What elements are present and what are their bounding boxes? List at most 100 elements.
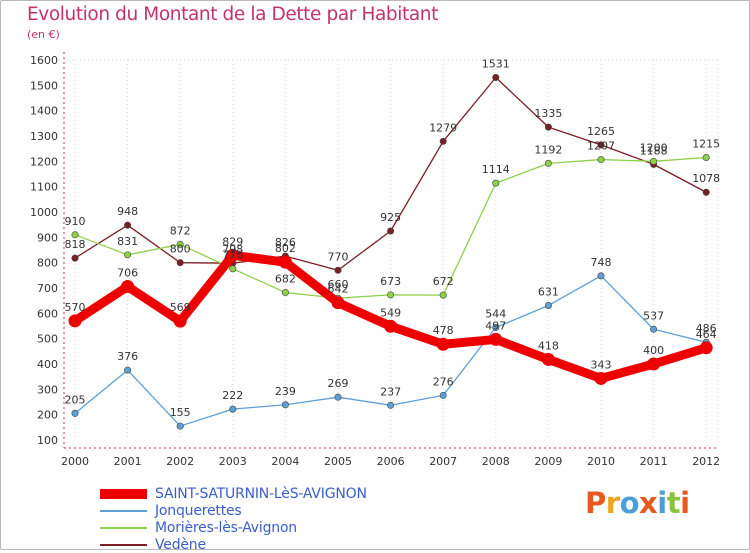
- data-label: 269: [328, 377, 349, 390]
- series-line: [74, 76, 707, 271]
- legend-swatch: [100, 543, 147, 546]
- data-point: [544, 123, 552, 131]
- y-tick-label: 800: [37, 257, 58, 270]
- data-label: 829: [222, 235, 243, 248]
- data-point: [124, 366, 132, 374]
- data-label: 376: [117, 350, 138, 363]
- data-label: 1531: [482, 57, 510, 70]
- data-point: [544, 301, 552, 309]
- data-point: [229, 405, 237, 413]
- data-point: [594, 371, 608, 385]
- data-label: 910: [65, 215, 86, 228]
- data-label: 1188: [640, 144, 668, 157]
- data-point: [387, 227, 395, 235]
- data-label: 642: [328, 283, 349, 296]
- x-tick-label: 2009: [534, 455, 562, 468]
- data-point: [71, 231, 79, 239]
- data-label: 631: [538, 285, 559, 298]
- data-point: [541, 352, 555, 366]
- data-point: [176, 422, 184, 430]
- brand-letter: P: [585, 486, 606, 520]
- brand-letter: r: [605, 486, 620, 520]
- axes: 1002003004005006007008009001000110012001…: [30, 52, 720, 468]
- data-point: [331, 296, 345, 310]
- data-label: 569: [170, 301, 191, 314]
- data-label: 1200: [640, 141, 668, 154]
- data-point: [278, 255, 292, 269]
- data-label: 1279: [429, 121, 457, 134]
- chart-subtitle: (en €): [27, 28, 60, 41]
- y-tick-label: 1200: [30, 155, 58, 168]
- data-label: 948: [117, 205, 138, 218]
- legend-label: SAINT-SATURNIN-LèS-AVIGNON: [155, 485, 367, 502]
- series-lines: [68, 73, 713, 430]
- data-label: 673: [380, 275, 401, 288]
- data-point: [436, 337, 450, 351]
- data-label: 486: [696, 322, 717, 335]
- x-tick-label: 2003: [219, 455, 247, 468]
- data-label: 155: [170, 406, 191, 419]
- y-tick-label: 600: [37, 307, 58, 320]
- legend-label: Vedène: [155, 536, 206, 553]
- data-label: 464: [696, 328, 717, 341]
- brand-logo: Proxiti: [585, 486, 690, 520]
- y-tick-label: 300: [37, 383, 58, 396]
- data-label: 1335: [534, 107, 562, 120]
- data-point: [650, 325, 658, 333]
- data-label: 1078: [692, 172, 720, 185]
- data-label: 800: [170, 243, 191, 256]
- legend-item: SAINT-SATURNIN-LèS-AVIGNON: [100, 485, 367, 502]
- data-point: [384, 319, 398, 333]
- data-label: 222: [222, 389, 243, 402]
- y-tick-label: 700: [37, 282, 58, 295]
- data-label: 478: [433, 324, 454, 337]
- data-label: 537: [643, 309, 664, 322]
- data-label: 672: [433, 275, 454, 288]
- data-point: [439, 291, 447, 299]
- data-label: 400: [643, 344, 664, 357]
- x-tick-label: 2002: [166, 455, 194, 468]
- legend: SAINT-SATURNIN-LèS-AVIGNON Jonquerettes Mo…: [100, 485, 367, 553]
- data-label: 239: [275, 385, 296, 398]
- data-label: 343: [591, 358, 612, 371]
- data-point: [699, 341, 713, 355]
- data-label: 1192: [534, 143, 562, 156]
- data-label: 818: [65, 238, 86, 251]
- data-point: [281, 401, 289, 409]
- data-point: [489, 332, 503, 346]
- y-tick-label: 1000: [30, 206, 58, 219]
- data-point: [492, 179, 500, 187]
- data-point: [173, 314, 187, 328]
- legend-swatch: [100, 488, 147, 499]
- data-point: [597, 156, 605, 164]
- x-tick-label: 2004: [271, 455, 299, 468]
- x-tick-label: 2012: [692, 455, 720, 468]
- data-label: 682: [275, 273, 296, 286]
- data-point: [71, 254, 79, 262]
- data-label: 549: [380, 306, 401, 319]
- data-point: [334, 266, 342, 274]
- data-label: 544: [485, 308, 506, 321]
- data-point: [226, 248, 240, 262]
- data-point: [68, 314, 82, 328]
- legend-label: Jonquerettes: [155, 502, 242, 519]
- y-tick-label: 500: [37, 333, 58, 346]
- data-label: 831: [117, 235, 138, 248]
- legend-swatch: [100, 509, 147, 512]
- legend-label: Morières-lès-Avignon: [155, 519, 297, 536]
- data-label: 1215: [692, 138, 720, 151]
- gridlines: [64, 59, 719, 440]
- data-label: 276: [433, 375, 454, 388]
- data-label: 570: [65, 301, 86, 314]
- brand-letter: i: [657, 486, 667, 520]
- data-label: 776: [222, 249, 243, 262]
- y-tick-label: 200: [37, 409, 58, 422]
- brand-letter: o: [619, 486, 640, 520]
- data-point: [176, 240, 184, 248]
- x-tick-label: 2010: [587, 455, 615, 468]
- data-label: 1265: [587, 125, 615, 138]
- chart-title: Evolution du Montant de la Dette par Hab…: [27, 4, 438, 25]
- data-point: [387, 401, 395, 409]
- data-label: 237: [380, 385, 401, 398]
